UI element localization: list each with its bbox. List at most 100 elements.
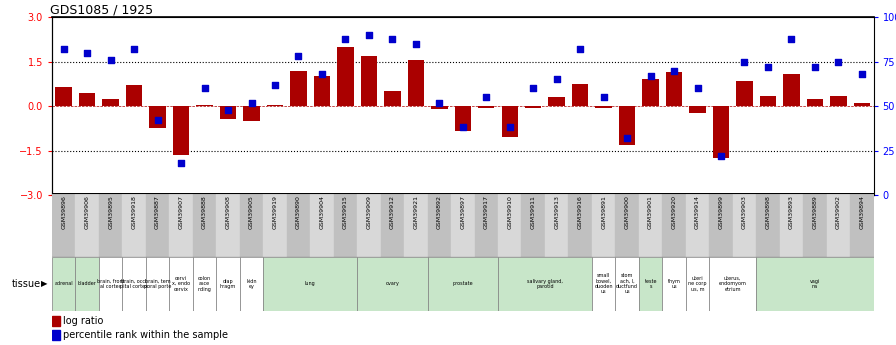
Bar [263, 257, 358, 310]
Bar [431, 106, 447, 109]
Bar [244, 106, 260, 121]
Text: GSM39920: GSM39920 [672, 195, 676, 229]
Bar [642, 79, 659, 106]
Bar [146, 193, 169, 257]
Bar [75, 257, 99, 310]
Text: GSM39899: GSM39899 [719, 195, 723, 229]
Text: GSM39916: GSM39916 [578, 195, 582, 229]
Bar [572, 84, 589, 106]
Bar [710, 193, 733, 257]
Point [643, 73, 658, 79]
Bar [498, 193, 521, 257]
Text: kidn
ey: kidn ey [246, 278, 257, 289]
Text: adrenal: adrenal [55, 281, 73, 286]
Text: GSM39918: GSM39918 [132, 195, 136, 229]
Point [151, 118, 165, 123]
Point [761, 64, 775, 70]
Text: GSM39892: GSM39892 [437, 195, 442, 229]
Bar [713, 106, 729, 158]
Bar [404, 193, 427, 257]
Bar [733, 193, 756, 257]
Point [104, 57, 118, 63]
Bar [803, 193, 827, 257]
Bar [52, 316, 60, 326]
Text: GSM39904: GSM39904 [320, 195, 324, 229]
Bar [756, 257, 874, 310]
Point [479, 95, 494, 100]
Point [432, 100, 446, 105]
Bar [780, 193, 803, 257]
Bar [760, 96, 776, 106]
Bar [427, 193, 451, 257]
Bar [689, 106, 706, 114]
Text: GSM39889: GSM39889 [813, 195, 817, 229]
Bar [314, 77, 330, 106]
Bar [616, 193, 639, 257]
Text: GSM39907: GSM39907 [178, 195, 184, 229]
Bar [662, 193, 685, 257]
Bar [358, 193, 381, 257]
Point [362, 32, 376, 38]
Bar [427, 257, 498, 310]
Bar [333, 193, 358, 257]
Bar [737, 81, 753, 106]
Text: GSM39891: GSM39891 [601, 195, 606, 229]
Point [221, 107, 236, 112]
Bar [619, 106, 635, 145]
Text: brain, front
al cortex: brain, front al cortex [97, 278, 125, 289]
Point [620, 135, 634, 141]
Point [808, 64, 823, 70]
Text: uterus,
endomyom
etrium: uterus, endomyom etrium [719, 276, 746, 292]
Bar [102, 99, 119, 106]
Bar [361, 56, 377, 106]
Bar [123, 257, 146, 310]
Bar [545, 193, 568, 257]
Point [855, 71, 869, 77]
Point [597, 95, 611, 100]
Bar [548, 97, 564, 106]
Bar [52, 330, 60, 340]
Bar [596, 106, 612, 108]
Bar [384, 91, 401, 106]
Bar [854, 103, 870, 106]
Text: GSM39888: GSM39888 [202, 195, 207, 229]
Bar [52, 193, 75, 257]
Point [503, 125, 517, 130]
Bar [498, 257, 592, 310]
Text: brain, occi
pital cortex: brain, occi pital cortex [120, 278, 148, 289]
Point [831, 59, 846, 65]
Bar [193, 257, 216, 310]
Text: GSM39890: GSM39890 [296, 195, 301, 229]
Text: prostate: prostate [452, 281, 473, 286]
Bar [267, 105, 283, 106]
Text: GSM39895: GSM39895 [108, 195, 113, 229]
Point [56, 47, 71, 52]
Bar [358, 257, 427, 310]
Bar [290, 71, 306, 106]
Text: GSM39897: GSM39897 [461, 195, 465, 229]
Bar [831, 96, 847, 106]
Bar [287, 193, 310, 257]
Text: GSM39921: GSM39921 [413, 195, 418, 229]
Point [737, 59, 752, 65]
Bar [783, 73, 799, 106]
Bar [408, 60, 424, 106]
Text: GSM39902: GSM39902 [836, 195, 840, 229]
Point [456, 125, 470, 130]
Text: percentile rank within the sample: percentile rank within the sample [63, 330, 228, 340]
Bar [685, 193, 710, 257]
Point [314, 71, 329, 77]
Point [197, 86, 211, 91]
Text: GSM39887: GSM39887 [155, 195, 160, 229]
Bar [639, 193, 662, 257]
Bar [521, 193, 545, 257]
Text: teste
s: teste s [644, 278, 657, 289]
Bar [756, 193, 780, 257]
Point [573, 47, 588, 52]
Bar [850, 193, 874, 257]
Bar [568, 193, 592, 257]
Bar [196, 105, 212, 106]
Point [339, 36, 353, 41]
Text: stom
ach, l,
ductfund
us: stom ach, l, ductfund us [616, 273, 638, 294]
Bar [79, 93, 95, 106]
